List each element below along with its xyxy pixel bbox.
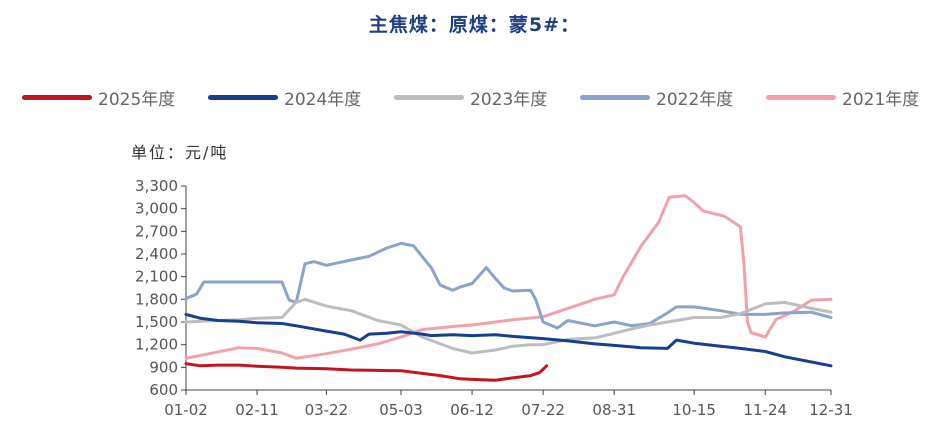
y-tick-label: 1,500 xyxy=(135,313,178,331)
y-tick-label: 3,000 xyxy=(135,200,178,218)
y-tick-label: 1,800 xyxy=(135,290,178,308)
x-tick-label: 11-24 xyxy=(743,401,787,419)
y-tick-label: 900 xyxy=(149,358,178,376)
y-tick-label: 2,100 xyxy=(135,268,178,286)
x-axis: 01-02 02-11 03-22 05-03 06-12 07-22 08-31 10-15… xyxy=(164,389,853,419)
legend-item-2023[interactable]: 2023年度 xyxy=(394,84,547,110)
legend-item-2025[interactable]: 2025年度 xyxy=(22,84,175,110)
chart-title: 主焦煤：原煤：蒙5#： xyxy=(368,14,581,36)
series-line-2024[interactable] xyxy=(184,312,833,368)
x-tick-label: 03-22 xyxy=(305,401,349,419)
unit-label: 单位：元/吨 xyxy=(131,143,229,162)
legend-swatch-2025 xyxy=(22,94,92,100)
series-layer xyxy=(184,194,833,382)
legend-swatch-2023 xyxy=(394,94,464,100)
x-tick-label: 08-31 xyxy=(592,401,636,419)
legend-item-2022[interactable]: 2022年度 xyxy=(580,84,733,110)
y-axis: 3,300 3,000 2,700 2,400 2,100 1,800 1,500 1,200… xyxy=(135,177,187,399)
y-tick-label: 2,700 xyxy=(135,222,178,240)
legend-label-2024: 2024年度 xyxy=(284,89,362,110)
y-tick-label: 600 xyxy=(149,381,178,399)
series-line-2023[interactable] xyxy=(184,297,833,355)
legend-label-2025: 2025年度 xyxy=(98,89,176,110)
x-tick-label: 10-15 xyxy=(672,401,716,419)
legend-swatch-2021 xyxy=(766,94,836,100)
legend-swatch-2022 xyxy=(580,94,650,100)
x-tick-label: 06-12 xyxy=(450,401,494,419)
x-tick-label: 05-03 xyxy=(379,401,423,419)
legend-label-2023: 2023年度 xyxy=(470,89,548,110)
legend-item-2021[interactable]: 2021年度 xyxy=(766,84,919,110)
x-tick-label: 02-11 xyxy=(235,401,279,419)
series-line-2021[interactable] xyxy=(184,194,833,360)
x-tick-label: 01-02 xyxy=(164,401,208,419)
x-tick-label: 12-31 xyxy=(809,401,853,419)
legend-label-2022: 2022年度 xyxy=(656,89,734,110)
y-tick-label: 3,300 xyxy=(135,177,178,195)
legend-item-2024[interactable]: 2024年度 xyxy=(208,84,361,110)
y-tick-label: 1,200 xyxy=(135,336,178,354)
y-tick-label: 2,400 xyxy=(135,245,178,263)
legend-swatch-2024 xyxy=(208,94,278,100)
series-line-2025[interactable] xyxy=(184,362,549,382)
chart-legend: 2025年度 2024年度 2023年度 2022年度 2021年度 xyxy=(0,84,949,110)
legend-label-2021: 2021年度 xyxy=(842,89,920,110)
x-tick-label: 07-22 xyxy=(521,401,565,419)
